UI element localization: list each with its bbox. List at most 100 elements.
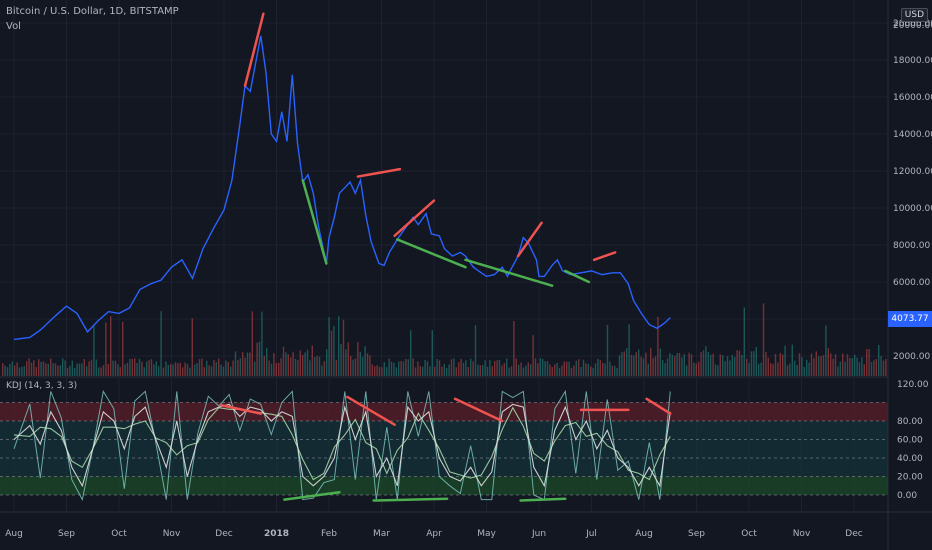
volume-bar	[700, 352, 702, 376]
volume-bar	[174, 362, 177, 376]
volume-bar	[268, 360, 270, 376]
volume-bar	[114, 360, 117, 376]
volume-bar	[566, 361, 568, 376]
volume-bar	[602, 362, 604, 376]
volume-bar	[136, 363, 138, 376]
volume-bar	[530, 364, 532, 376]
symbol-title[interactable]: Bitcoin / U.S. Dollar, 1D, BITSTAMP	[6, 6, 179, 17]
volume-bar	[455, 367, 457, 376]
volume-bar	[554, 364, 556, 376]
volume-bar	[570, 367, 573, 376]
time-tick-label: Oct	[741, 529, 757, 539]
volume-bar	[818, 356, 820, 376]
volume-bar	[273, 353, 275, 376]
volume-bar	[664, 363, 666, 376]
volume-bar	[254, 361, 256, 376]
price-resistance-line	[516, 221, 543, 258]
volume-bar	[275, 363, 277, 376]
volume-bar	[707, 351, 709, 376]
volume-bar	[458, 362, 460, 376]
volume-bar	[98, 367, 100, 376]
volume-bar	[431, 330, 433, 376]
volume-bar	[520, 362, 522, 376]
volume-legend-label[interactable]: Vol	[6, 21, 21, 32]
volume-bar	[518, 364, 520, 376]
volume-bar	[2, 363, 4, 376]
volume-bar	[633, 355, 635, 376]
price-tick-label: 8000.00	[893, 241, 930, 251]
volume-bar	[340, 343, 342, 376]
volume-bar	[191, 318, 193, 376]
volume-bar	[650, 347, 652, 376]
time-tick-label: Jul	[585, 529, 597, 539]
volume-bar	[287, 354, 289, 376]
volume-bar	[11, 361, 13, 376]
volume-bar	[544, 361, 546, 376]
volume-bar	[573, 365, 575, 376]
kdj-support-line	[283, 490, 341, 501]
volume-bar	[90, 359, 93, 376]
volume-bar	[172, 364, 174, 376]
kdj-resistance-line	[346, 395, 396, 426]
volume-bar	[748, 363, 750, 376]
volume-bar	[834, 354, 837, 376]
volume-bar	[669, 353, 671, 376]
volume-bar	[434, 366, 436, 376]
volume-bar	[290, 357, 292, 376]
volume-bar	[443, 364, 445, 376]
volume-bar	[501, 365, 503, 376]
volume-bar	[539, 358, 541, 376]
last-price-tag: 4073.77	[888, 311, 932, 327]
price-resistance-line	[592, 251, 617, 262]
volume-bar	[854, 354, 856, 376]
volume-bar	[160, 311, 162, 376]
price-support-line	[564, 269, 591, 284]
volume-bar	[64, 360, 66, 376]
volume-bar	[851, 357, 853, 376]
price-tick-label: 12000.00	[893, 167, 932, 177]
volume-bar	[782, 354, 784, 376]
kdj-legend-label[interactable]: KDJ (14, 3, 3, 3)	[6, 381, 78, 391]
volume-bar	[18, 367, 21, 376]
volume-bar	[323, 361, 325, 376]
volume-bar	[611, 365, 613, 376]
volume-bar	[846, 354, 849, 376]
volume-bar	[513, 320, 515, 376]
price-resistance-line	[356, 167, 402, 178]
time-tick-label: Oct	[111, 529, 127, 539]
volume-bar	[726, 356, 729, 376]
volume-bar	[112, 360, 114, 376]
volume-bar	[743, 307, 745, 376]
volume-bar	[417, 361, 419, 376]
volume-bar	[486, 366, 489, 376]
volume-bar	[630, 354, 633, 376]
currency-badge[interactable]: USD	[900, 8, 928, 22]
volume-bar	[362, 357, 364, 376]
volume-bar	[395, 367, 397, 376]
volume-bar	[234, 351, 237, 376]
kdj-d-line	[13, 406, 671, 481]
volume-bar	[839, 361, 841, 376]
volume-bar	[179, 362, 181, 376]
time-tick-label: Nov	[163, 529, 181, 539]
volume-bar	[777, 362, 779, 376]
volume-bar	[119, 367, 121, 376]
volume-bar	[146, 361, 148, 376]
volume-bar	[638, 349, 640, 376]
volume-bar	[62, 358, 64, 376]
volume-bar	[522, 367, 525, 376]
volume-bar	[878, 344, 880, 376]
volume-bar	[158, 366, 160, 376]
volume-bar	[215, 362, 217, 376]
volume-bar	[875, 359, 877, 376]
volume-bar	[306, 349, 309, 376]
volume-bar	[299, 350, 301, 376]
volume-bar	[117, 364, 119, 376]
time-tick-label: Apr	[426, 529, 442, 539]
volume-bar	[801, 357, 803, 376]
volume-bar	[304, 352, 306, 376]
price-resistance-line	[243, 12, 265, 88]
volume-bar	[83, 359, 85, 376]
